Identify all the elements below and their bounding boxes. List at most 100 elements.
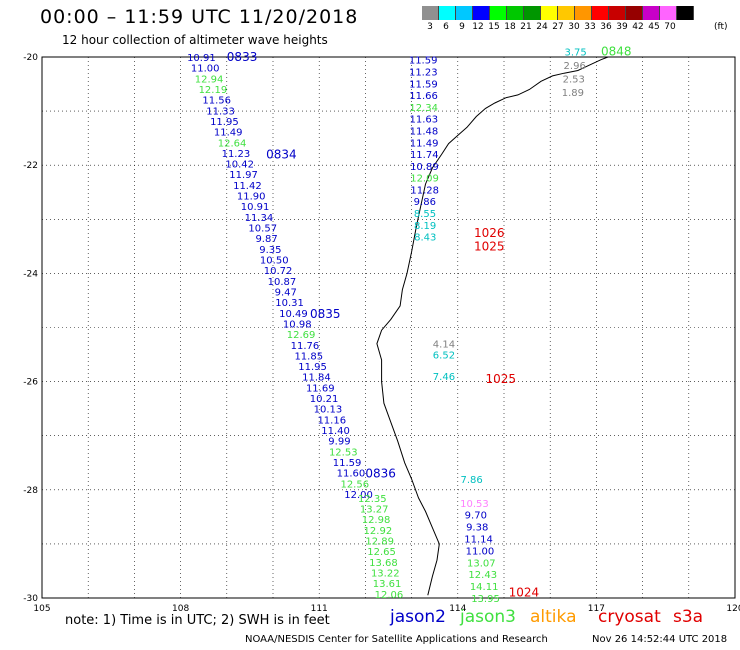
wave-height-value: 11.34 <box>245 213 274 224</box>
legend-s3a: s3a <box>673 607 704 627</box>
wave-height-value: 10.72 <box>264 266 293 277</box>
wave-height-value: 11.33 <box>206 106 235 117</box>
wave-height-value: 8.55 <box>414 209 436 220</box>
wave-height-value: 13.68 <box>369 558 398 569</box>
pass-time-label: 0833 <box>227 50 258 64</box>
latitude-label: -24 <box>23 269 38 279</box>
wave-height-value: 10.57 <box>248 224 277 235</box>
wave-height-value: 2.96 <box>564 61 586 72</box>
legend-swatch-6 <box>439 6 456 20</box>
wave-height-value: 10.87 <box>268 277 297 288</box>
wave-height-value: 13.61 <box>373 579 402 590</box>
wave-height-value: 10.13 <box>314 405 343 416</box>
wave-height-value: 12.94 <box>195 74 224 85</box>
wave-height-value: 12.09 <box>410 174 439 185</box>
wave-height-value: 9.35 <box>259 245 281 256</box>
wave-height-value: 6.52 <box>433 351 455 362</box>
wave-height-value: 10.89 <box>410 162 439 173</box>
wave-height-values: 10.9111.0012.9412.1911.5611.3311.9511.49… <box>187 48 587 605</box>
axis-labels: 105 108 111 114 117 120 -20 -22 -24 -26 -28 -30 <box>23 53 740 614</box>
wave-height-value: 9.99 <box>328 437 350 448</box>
latitude-label: -28 <box>23 486 38 496</box>
pass-time-label: 1024 <box>509 586 540 600</box>
legend-swatch-15 <box>490 6 507 20</box>
wave-height-value: 11.28 <box>410 185 439 196</box>
wave-height-value: 1.89 <box>562 88 584 99</box>
latitude-label: -26 <box>23 378 38 388</box>
legend-swatch-24 <box>541 6 558 20</box>
note-text: note: 1) Time is in UTC; 2) SWH is in fe… <box>65 613 330 628</box>
wave-height-value: 10.49 <box>279 309 308 320</box>
legend-swatch-36 <box>609 6 626 20</box>
footer-timestamp: Nov 26 14:52:44 UTC 2018 <box>592 634 728 645</box>
wave-height-value: 11.00 <box>466 546 495 557</box>
wave-height-value: 11.84 <box>302 373 331 384</box>
legend-label-42: 42 <box>632 22 644 32</box>
wave-height-value: 11.97 <box>229 170 258 181</box>
wave-height-value: 11.23 <box>409 67 438 78</box>
wave-height-value: 11.85 <box>294 351 323 362</box>
legend-label-30: 30 <box>568 22 580 32</box>
wave-height-value: 11.76 <box>291 341 320 352</box>
latitude-label: -20 <box>23 53 38 63</box>
wave-height-value: 7.46 <box>433 372 455 383</box>
wave-height-value: 11.00 <box>191 64 220 75</box>
wave-height-value: 11.60 <box>337 469 366 480</box>
wave-height-value: 11.49 <box>410 138 439 149</box>
wave-height-value: 7.86 <box>461 475 483 486</box>
footer-credit: NOAA/NESDIS Center for Satellite Applica… <box>245 634 548 645</box>
wave-height-value: 9.38 <box>466 523 488 534</box>
legend-swatch-12 <box>473 6 490 20</box>
wave-height-value: 12.00 <box>344 490 373 501</box>
legend-jason2: jason2 <box>390 607 446 627</box>
legend-swatch-21 <box>524 6 541 20</box>
legend-swatch-18 <box>507 6 524 20</box>
wave-height-value: 12.64 <box>218 138 247 149</box>
wave-height-value: 11.59 <box>409 56 438 67</box>
legend-label-12: 12 <box>472 22 484 32</box>
wave-height-value: 12.69 <box>287 330 316 341</box>
pass-time-label: 0835 <box>310 307 341 321</box>
wave-height-value: 12.98 <box>362 515 391 526</box>
legend-swatch-3 <box>422 6 439 20</box>
wave-height-value: 11.56 <box>202 96 231 107</box>
pass-time-label: 1025 <box>486 372 517 386</box>
wave-height-value: 4.14 <box>433 340 455 351</box>
wave-height-value: 12.65 <box>367 547 396 558</box>
latitude-label: -22 <box>23 161 38 171</box>
legend-swatches <box>422 6 694 20</box>
wave-height-value: 10.98 <box>283 319 312 330</box>
wave-height-value: 10.91 <box>241 202 270 213</box>
wave-height-value: 11.49 <box>214 128 243 139</box>
coastline-path <box>376 56 609 596</box>
legend-swatch-42 <box>643 6 660 20</box>
wave-height-value: 9.87 <box>255 234 277 245</box>
wave-height-value: 10.53 <box>460 499 489 510</box>
legend-label-15: 15 <box>488 22 500 32</box>
wave-height-value: 10.91 <box>187 53 216 64</box>
legend-swatch-33 <box>592 6 609 20</box>
wave-height-value: 12.53 <box>329 447 358 458</box>
legend-label-18: 18 <box>504 22 516 32</box>
wave-height-value: 11.59 <box>409 79 438 90</box>
chart-title: 00:00 – 11:59 UTC 11/20/2018 <box>40 6 359 28</box>
wave-height-value: 9.47 <box>275 287 297 298</box>
legend-label-36: 36 <box>600 22 612 32</box>
wave-height-value: 13.95 <box>471 594 500 605</box>
wave-height-value: 12.19 <box>199 85 228 96</box>
legend-cryosat: cryosat <box>598 607 661 627</box>
chart-subtitle: 12 hour collection of altimeter wave hei… <box>62 33 328 47</box>
wave-height-value: 10.21 <box>310 394 339 405</box>
wave-height-value: 11.90 <box>237 192 266 203</box>
wave-height-value: 2.53 <box>563 75 585 86</box>
wave-height-value: 8.19 <box>414 221 436 232</box>
legend-swatch-27 <box>558 6 575 20</box>
wave-height-value: 11.14 <box>464 534 493 545</box>
wave-height-value: 12.92 <box>364 526 393 537</box>
wave-height-value: 12.06 <box>375 590 404 601</box>
legend-swatch-70 <box>677 6 694 20</box>
pass-time-label: 1025 <box>474 239 505 253</box>
legend-label-6: 6 <box>443 22 449 32</box>
wave-height-value: 11.40 <box>321 426 350 437</box>
